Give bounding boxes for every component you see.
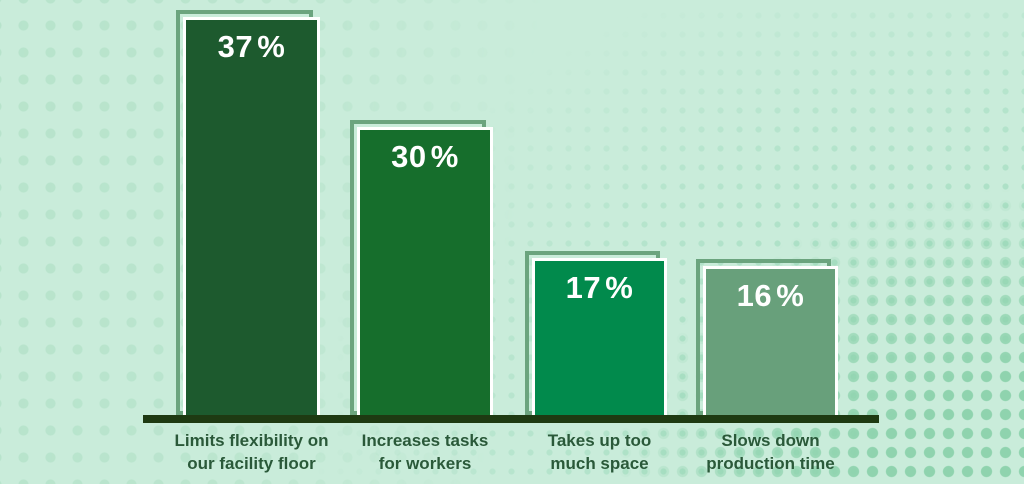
bar-fill: 16 %: [703, 266, 838, 415]
bar-value-label: 30 %: [391, 139, 459, 174]
bar-value-label: 16 %: [736, 278, 805, 313]
bar-4: 16 %: [696, 259, 838, 415]
bar-1: 37 %: [176, 10, 320, 415]
bar-fill: 17 %: [532, 258, 667, 415]
bar-fill: 37 %: [183, 17, 320, 415]
bar-2: 30 %: [350, 120, 493, 415]
category-line-2: production time: [706, 454, 835, 473]
bar-fill: 30 %: [357, 127, 493, 415]
bar-value-label: 17 %: [565, 270, 634, 305]
bar-value-label: 37 %: [217, 29, 286, 64]
bar-3: 17 %: [525, 251, 667, 415]
x-axis-line: [143, 415, 879, 423]
bar-category-label-4: Slows down production time: [646, 429, 896, 475]
category-line-1: Slows down: [721, 431, 820, 450]
